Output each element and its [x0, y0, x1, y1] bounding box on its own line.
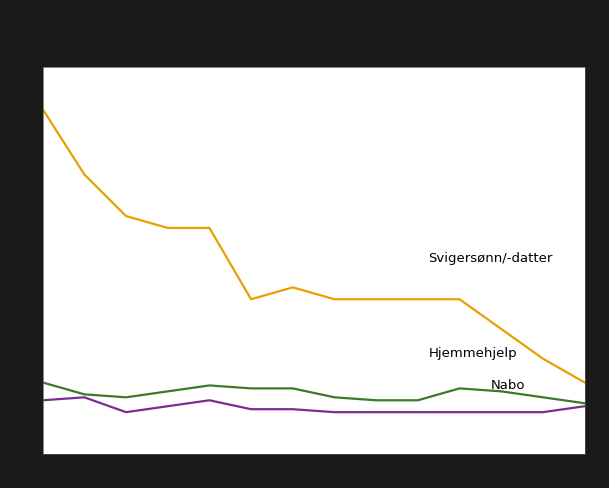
Text: Nabo: Nabo — [491, 379, 526, 391]
Text: Svigersønn/-datter: Svigersønn/-datter — [428, 251, 552, 264]
Text: Hjemmehjelp: Hjemmehjelp — [428, 346, 517, 359]
